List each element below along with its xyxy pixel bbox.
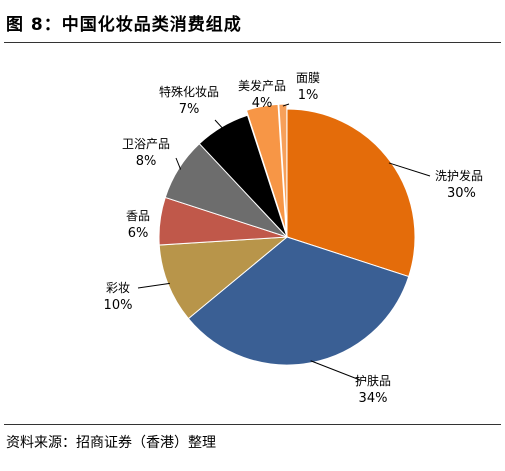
source-note: 资料来源：招商证券（香港）整理: [6, 435, 216, 451]
slice-label-3: 彩妆: [106, 281, 130, 295]
pie-slice-7: [245, 103, 287, 233]
slice-value-7: 4%: [252, 96, 273, 111]
slice-value-4: 6%: [128, 226, 149, 241]
slice-value-3: 10%: [104, 298, 133, 313]
chart-title: 图 8：中国化妆品类消费组成: [6, 15, 242, 35]
slice-label-5: 卫浴产品: [122, 137, 170, 151]
pie-slice-2: [187, 236, 410, 366]
pie-slice-8: [278, 103, 288, 233]
leader-line-1: [388, 162, 431, 177]
slice-label-4: 香品: [126, 209, 150, 223]
slice-value-5: 8%: [136, 154, 157, 169]
leader-line-8: [282, 103, 290, 107]
leader-line-2: [310, 360, 361, 381]
slice-value-8: 1%: [298, 88, 319, 103]
pie-slice-1: [286, 108, 416, 278]
leader-line-6: [214, 119, 224, 129]
top-rule: [4, 42, 501, 43]
slice-value-2: 34%: [359, 391, 388, 406]
slice-value-6: 7%: [179, 102, 200, 117]
leader-line-5: [175, 157, 182, 170]
slice-label-2: 护肤品: [355, 373, 391, 388]
slice-label-6: 特殊化妆品: [159, 84, 219, 99]
slice-label-1: 洗护发品: [435, 168, 483, 183]
slice-value-1: 30%: [447, 186, 476, 201]
slice-label-7: 美发产品: [238, 78, 286, 93]
slice-label-8: 面膜: [296, 71, 320, 85]
bottom-rule: [4, 424, 501, 425]
leader-line-3: [137, 282, 170, 289]
